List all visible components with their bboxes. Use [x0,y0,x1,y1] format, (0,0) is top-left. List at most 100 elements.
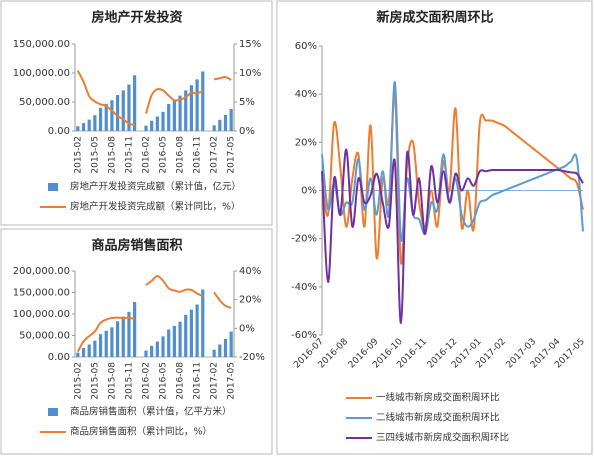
x-tick-label: 2016-02 [141,362,151,400]
y-tick-label: 20% [295,137,317,148]
bar [98,334,103,357]
bar [195,79,199,131]
y2-tick-label: 0% [239,323,255,334]
bar [201,289,205,357]
y2-tick-label: 0% [239,126,255,137]
bar [81,123,86,131]
bar [87,344,91,357]
line [76,275,232,353]
bar [81,347,86,357]
bar [195,304,199,357]
bar [189,309,194,357]
bar [218,344,222,357]
y-tick-label: 0.00 [48,126,70,137]
bar [133,301,137,357]
panel-frame [276,0,593,455]
chart-title: 新房成交面积周环比 [376,10,493,26]
legend-label: 商品房销售面积（累计同比，%） [70,426,212,438]
bar [167,103,171,131]
bar [172,326,176,357]
bar [167,329,171,357]
bar [218,119,222,131]
bar [212,125,216,131]
legend-label: 商品房销售面积（累计值，亿平方米） [70,406,232,418]
legend-swatch [48,408,58,416]
x-tick-label: 2016-11 [193,136,203,174]
x-tick-label: 2017-02 [210,362,220,400]
y-tick-label: 100,000.00 [13,68,70,79]
legend-label: 三四线城市新房成交面积周环比 [376,432,509,444]
x-tick-label: 2016-05 [159,362,169,400]
y2-tick-label: 40% [239,266,261,277]
bar [201,71,205,131]
x-tick-label: 2016-11 [193,362,203,400]
bar [161,111,165,131]
y-tick-label: -60% [291,330,317,341]
bar [172,100,176,131]
bar [104,330,108,357]
y2-tick-label: 20% [239,295,261,306]
y-tick-label: 0.00 [48,352,70,363]
bar [229,108,233,131]
bar [155,341,159,357]
panel-frame [0,0,273,226]
bar [133,75,137,131]
bar [121,316,125,357]
y-tick-label: 200,000.00 [13,266,70,277]
x-tick-label: 2016-08 [176,136,186,174]
x-tick-label: 2015-11 [124,136,134,174]
y2-tick-label: 5% [239,97,255,108]
bar [104,103,108,131]
line [321,148,584,324]
y2-tick-label: 15% [239,39,261,50]
bar [76,352,80,357]
y-tick-label: 50,000.00 [19,97,70,108]
bar [115,321,120,357]
y-tick-label: 60% [295,41,317,52]
x-tick-label: 2016-05 [159,136,169,174]
y-tick-label: 0% [301,186,317,197]
x-tick-label: 2016-02 [141,136,151,174]
bar [161,336,165,357]
x-tick-label: 2017-05 [227,362,237,400]
bar [110,100,114,131]
bar [110,327,114,357]
y-tick-label: 40% [295,89,317,100]
legend-label: 二线城市新房成交面积周环比 [376,412,500,424]
bar [178,95,182,131]
legend-label: 一线城市新房成交面积周环比 [376,392,500,404]
y-tick-label: 100,000.00 [13,309,70,320]
y-tick-label: 150,000.00 [13,39,70,50]
bar [93,340,97,357]
y2-tick-label: -20% [239,352,265,363]
bar [127,84,131,131]
legend-label: 房地产开发投资完成额（累计值，亿元） [70,181,241,193]
bar [184,314,188,357]
y-tick-label: -20% [291,234,317,245]
legend-label: 房地产开发投资完成额（累计同比，%） [70,201,241,213]
x-tick-label: 2017-05 [227,136,237,174]
bar [93,115,97,131]
y-tick-label: 50,000.00 [19,331,70,342]
bar [223,338,228,357]
legend-swatch [48,183,58,191]
x-tick-label: 2015-05 [90,136,100,174]
x-tick-label: 2015-02 [73,136,83,174]
y-tick-label: 150,000.00 [13,288,70,299]
chart-title: 商品房销售面积 [91,238,182,254]
bar [98,107,103,131]
x-tick-label: 2017-02 [210,136,220,174]
bar [76,126,80,131]
x-tick-label: 2015-02 [73,362,83,400]
x-tick-label: 2015-08 [107,136,117,174]
bar [150,345,154,357]
bar [121,90,125,131]
bar [178,321,182,357]
x-tick-label: 2015-08 [107,362,117,400]
bar [150,120,154,131]
bar [115,95,120,131]
bar [127,311,131,357]
bar [87,119,91,131]
x-tick-label: 2016-08 [176,362,186,400]
